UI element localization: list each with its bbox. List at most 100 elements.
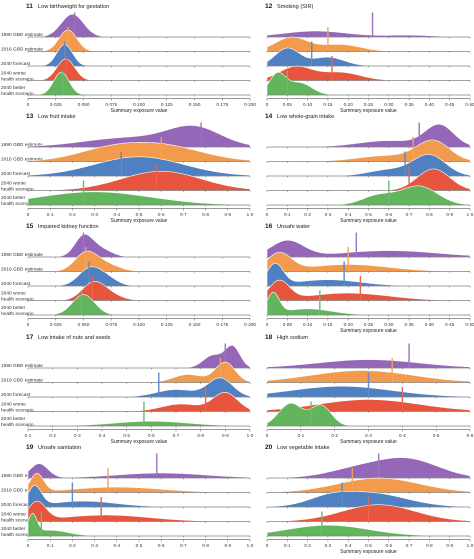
x-tick-label: 0: [27, 102, 30, 107]
row-label: health scenario: [1, 422, 34, 428]
x-tick-label: 0·6: [148, 433, 155, 438]
x-tick-label: 0·125: [161, 322, 173, 327]
density-ridge: [28, 420, 251, 427]
x-axis-label: Summary exposure value: [340, 328, 397, 334]
x-tick-label: 0: [266, 322, 269, 327]
density-ridge: [266, 239, 471, 258]
panel-11: 11 Low birthweight for gestation 1990 GBD …: [1, 3, 256, 114]
row-label: 2016 GBD estimate: [1, 157, 43, 163]
panel-number: 14: [265, 113, 273, 120]
density-ridge: [28, 250, 250, 272]
x-tick-label: 0·075: [105, 322, 117, 327]
x-tick-label: 0·5: [136, 212, 143, 217]
row-label: 2040 better: [1, 195, 26, 201]
density-ridge: [28, 13, 250, 38]
x-tick-label: 0·2: [49, 433, 56, 438]
row-label: 2016 GBD estimate: [1, 47, 43, 53]
density-ridge: [28, 233, 250, 258]
panel-number: 19: [26, 444, 34, 451]
panel-number: 17: [26, 334, 34, 341]
x-tick-label: 0·4: [345, 543, 352, 548]
density-ridge: [27, 156, 251, 177]
density-ridge: [28, 377, 251, 398]
row-label: 1990 GBD estimate: [1, 363, 43, 369]
x-tick-label: 0·9: [222, 433, 229, 438]
x-tick-label: 0: [266, 433, 269, 438]
x-tick-label: 0·5: [365, 212, 372, 217]
panel-title: Impaired kidney function: [38, 224, 99, 230]
density-ridge: [28, 391, 251, 412]
x-tick-label: 0·1: [47, 543, 54, 548]
x-tick-label: 0·8: [202, 212, 209, 217]
x-tick-label: 0·2: [331, 433, 338, 438]
x-tick-label: 0·1: [284, 212, 291, 217]
x-tick-label: 0: [266, 543, 269, 548]
x-tick-label: 0·5: [365, 543, 372, 548]
x-tick-label: 0·25: [364, 322, 374, 327]
density-ridge: [27, 171, 251, 191]
row-label: 1990 GBD estimate: [1, 32, 43, 38]
row-label: 2040 forecast: [1, 281, 31, 287]
x-tick-label: 0·150: [189, 102, 201, 107]
x-tick-label: 1·0: [247, 543, 254, 548]
density-ridge: [28, 71, 250, 96]
panel-title: Low intake of nuts and seeds: [38, 335, 111, 341]
x-tick-label: 0·5: [136, 543, 143, 548]
row-label: 2040 forecast: [1, 392, 31, 398]
panel-title: Unsafe sanitation: [38, 445, 81, 451]
density-ridge: [27, 125, 251, 148]
row-label: 2040 worse: [1, 402, 26, 408]
x-tick-label: 0·35: [404, 102, 414, 107]
x-tick-label: 0·9: [224, 543, 231, 548]
x-tick-label: 0·50: [465, 322, 474, 327]
x-tick-label: 0·9: [224, 212, 231, 217]
x-tick-label: 1·0: [467, 212, 474, 217]
row-label: 2040 better: [1, 526, 26, 532]
x-tick-label: 0·3: [365, 433, 372, 438]
x-tick-label: 0·30: [384, 322, 394, 327]
x-tick-label: 0·175: [216, 102, 228, 107]
row-label: health scenario: [1, 311, 34, 317]
x-tick-label: 0: [266, 212, 269, 217]
x-tick-label: 0·4: [99, 433, 106, 438]
x-tick-label: 0·1: [47, 212, 54, 217]
x-axis-label: Summary exposure value: [340, 108, 397, 114]
x-tick-label: 0: [27, 543, 30, 548]
x-tick-label: 0·8: [197, 433, 204, 438]
x-tick-label: 0·40: [425, 322, 435, 327]
x-axis-label: Summary exposure value: [340, 549, 397, 555]
x-tick-label: 0·050: [78, 102, 90, 107]
x-tick-label: 0·2: [304, 212, 311, 217]
x-tick-label: 0·075: [105, 102, 117, 107]
row-label: 2016 GBD estimate: [1, 488, 43, 494]
x-tick-label: 0·1: [298, 433, 305, 438]
x-tick-label: 0·125: [161, 102, 173, 107]
panel-title: Low fruit intake: [38, 114, 76, 120]
x-tick-label: 0·8: [202, 543, 209, 548]
density-ridge: [266, 30, 471, 38]
x-tick-label: 0·6: [385, 543, 392, 548]
x-tick-label: 0·8: [426, 543, 433, 548]
panel-number: 12: [265, 3, 273, 10]
x-tick-label: 0·025: [50, 322, 62, 327]
x-tick-label: 1·0: [467, 543, 474, 548]
density-ridge: [27, 500, 250, 522]
row-label: 2040 worse: [1, 181, 26, 187]
x-tick-label: 0·150: [189, 322, 201, 327]
panel-15: 15 Impaired kidney function 1990 GBD estim…: [1, 223, 256, 327]
panel-14: 14 Low whole-grain intake 0 0·1 0·2 0·3 0·4 0·5…: [265, 113, 474, 224]
density-ridge: [266, 65, 470, 81]
x-axis-label: Summary exposure value: [111, 439, 168, 445]
x-tick-label: 0·7: [406, 543, 413, 548]
row-label: 1990 GBD estimate: [1, 142, 43, 148]
density-ridge: [266, 251, 471, 272]
row-label: health scenario: [1, 532, 34, 538]
density-ridge: [266, 524, 470, 537]
panel-number: 15: [26, 223, 34, 230]
x-tick-label: 0·1: [284, 543, 291, 548]
x-tick-label: 0·1: [25, 433, 32, 438]
x-tick-label: 0·3: [91, 543, 98, 548]
density-ridge: [27, 463, 251, 479]
row-label: 2040 worse: [1, 512, 26, 518]
